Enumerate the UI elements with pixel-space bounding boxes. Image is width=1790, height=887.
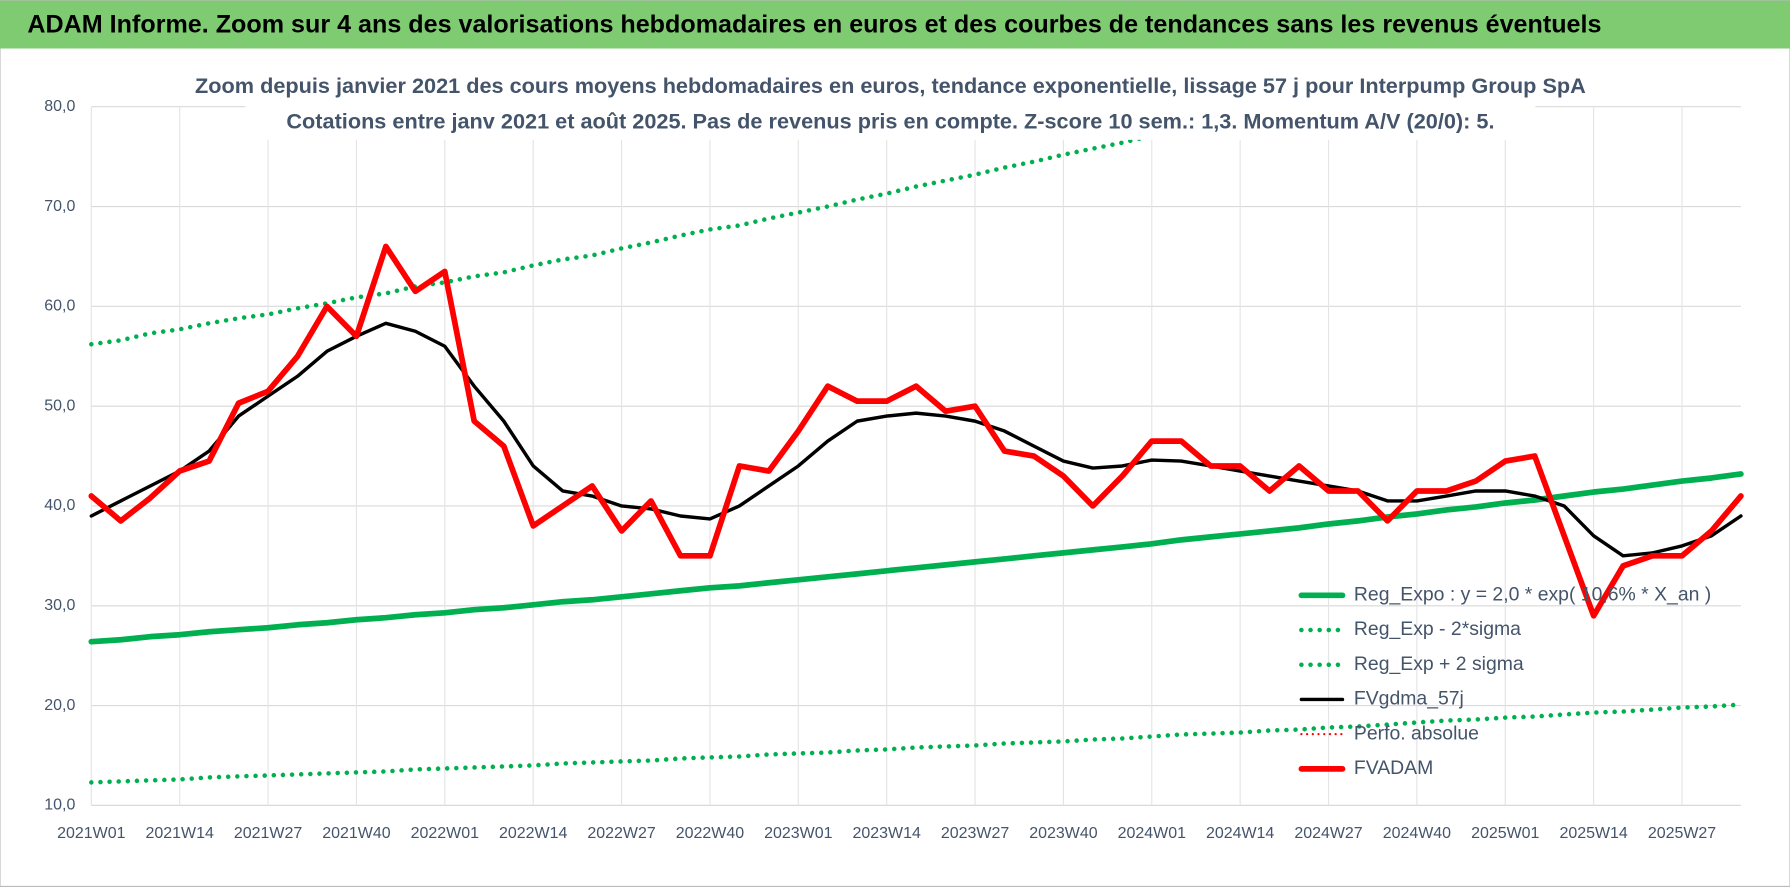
- x-tick-label: 2023W40: [1029, 825, 1097, 842]
- legend-label: FVADAM: [1354, 757, 1433, 779]
- x-tick-label: 2023W01: [764, 825, 832, 842]
- chart-title: Zoom depuis janvier 2021 des cours moyen…: [195, 73, 1586, 98]
- x-tick-label: 2025W01: [1471, 825, 1539, 842]
- plot-area: [88, 101, 1744, 785]
- legend: Reg_Expo : y = 2,0 * exp( 10,6% * X_an )…: [1298, 583, 1711, 779]
- chart-subtitle: Cotations entre janv 2021 et août 2025. …: [286, 108, 1494, 133]
- legend-label: Reg_Expo : y = 2,0 * exp( 10,6% * X_an ): [1354, 583, 1711, 605]
- y-tick-label: 70,0: [44, 198, 75, 215]
- x-tick-label: 2023W14: [852, 825, 920, 842]
- header-title: ADAM Informe. Zoom sur 4 ans des valoris…: [27, 10, 1601, 38]
- series-line: [89, 321, 1743, 558]
- x-tick-label: 2021W27: [234, 825, 302, 842]
- x-tick-label: 2025W14: [1559, 825, 1627, 842]
- y-tick-label: 10,0: [44, 797, 75, 814]
- x-tick-label: 2021W40: [322, 825, 390, 842]
- x-tick-label: 2024W40: [1383, 825, 1451, 842]
- title-box: [245, 69, 1536, 140]
- header-band: [0, 0, 1790, 49]
- x-tick-label: 2024W27: [1294, 825, 1362, 842]
- x-tick-label: 2023W27: [941, 825, 1009, 842]
- x-tick-label: 2022W40: [676, 825, 744, 842]
- y-tick-label: 20,0: [44, 697, 75, 714]
- y-tick-label: 80,0: [44, 98, 75, 115]
- y-tick-label: 60,0: [44, 298, 75, 315]
- x-tick-label: 2022W14: [499, 825, 567, 842]
- grid: 10,0 20,0 30,0 40,0 50,0 60,0 70,0 80,0 2021W01 2…: [44, 98, 1741, 842]
- legend-label: Reg_Exp - 2*sigma: [1354, 618, 1521, 640]
- series-line: [88, 471, 1744, 645]
- series-line: [88, 243, 1744, 619]
- x-tick-label: 2021W01: [57, 825, 125, 842]
- x-tick-label: 2022W27: [587, 825, 655, 842]
- legend-label: Reg_Exp + 2 sigma: [1354, 653, 1524, 675]
- x-tick-label: 2024W14: [1206, 825, 1274, 842]
- legend-label: FVgdma_57j: [1354, 688, 1464, 710]
- x-tick-label: 2025W27: [1648, 825, 1716, 842]
- y-tick-label: 30,0: [44, 597, 75, 614]
- x-tick-label: 2024W01: [1118, 825, 1186, 842]
- y-tick-label: 40,0: [44, 497, 75, 514]
- series-line: [89, 702, 1744, 785]
- y-tick-label: 50,0: [44, 397, 75, 414]
- x-tick-label: 2021W14: [146, 825, 214, 842]
- x-tick-label: 2022W01: [411, 825, 479, 842]
- legend-label: Perfo. absolue: [1354, 722, 1479, 744]
- series-line: [89, 101, 1311, 347]
